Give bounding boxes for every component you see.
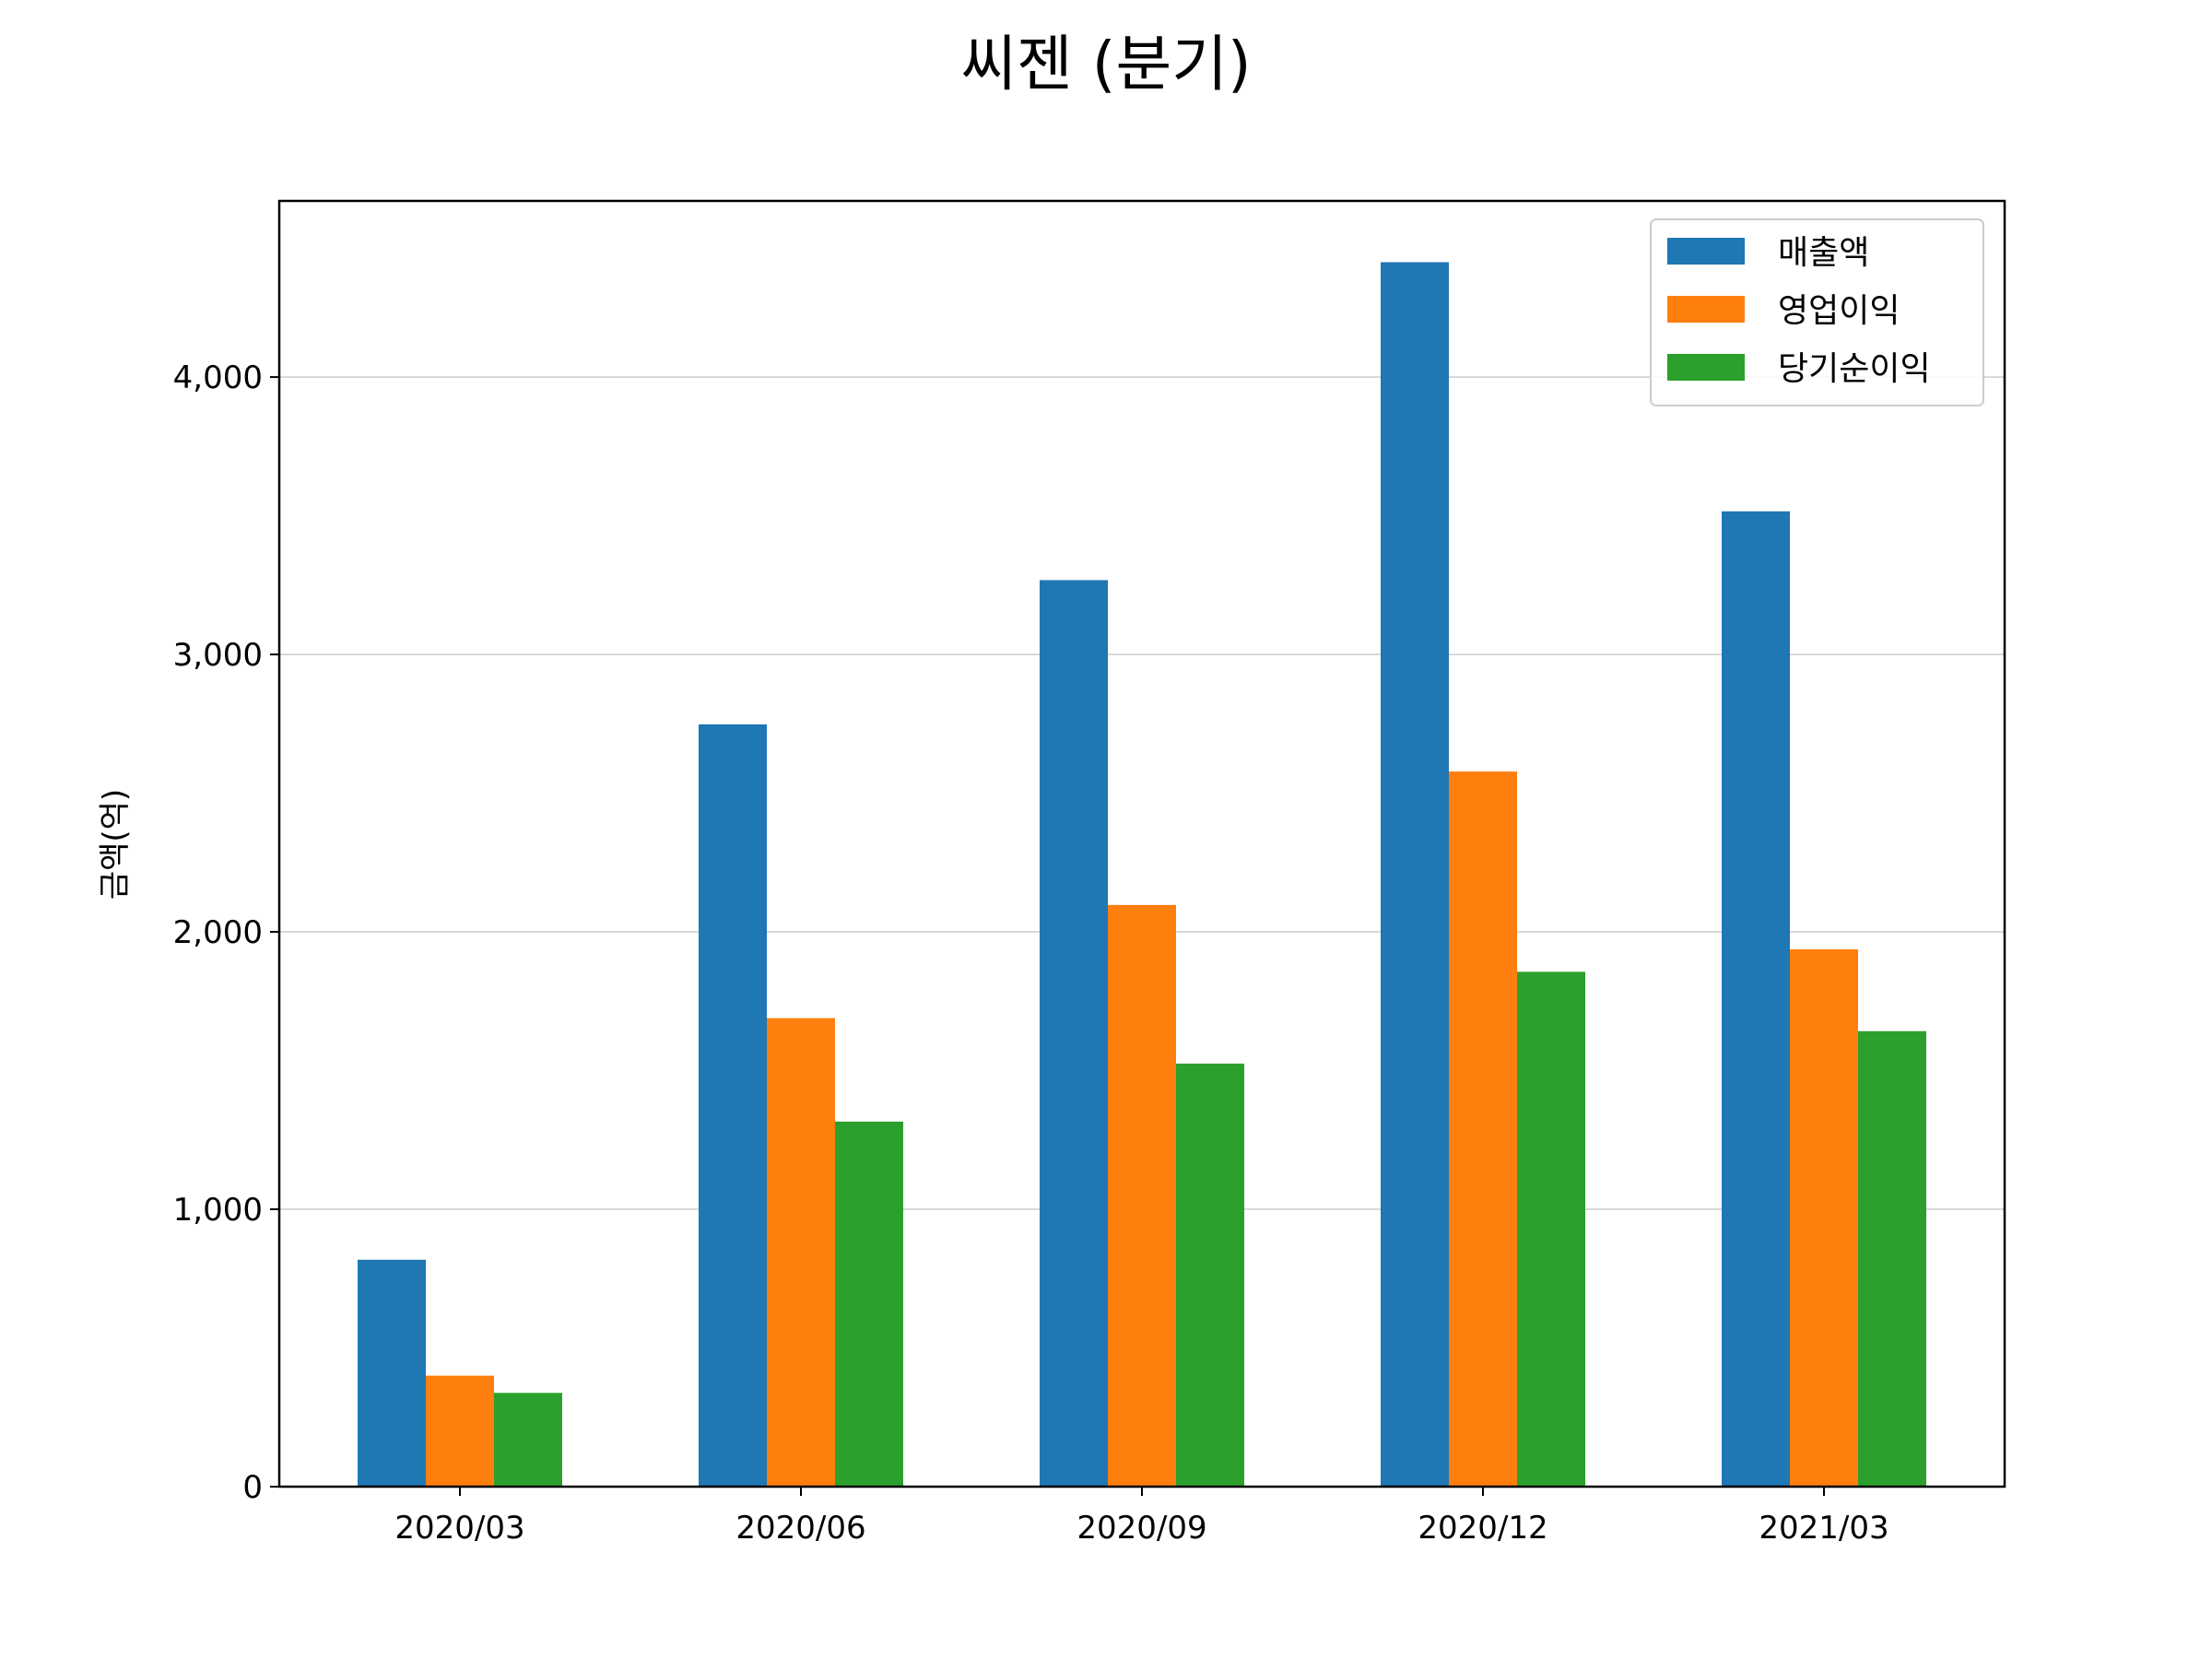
y-axis-label: 금액(억) — [97, 789, 134, 900]
y-tick-label: 2,000 — [173, 914, 263, 951]
x-tick-label: 2021/03 — [1759, 1510, 1888, 1547]
bar-1-2021-03 — [1722, 511, 1790, 1488]
bar-2-2020-06 — [767, 1018, 835, 1487]
y-tick-label: 4,000 — [173, 359, 263, 396]
legend-label: 매출액 — [1778, 234, 1869, 272]
legend-swatch — [1667, 296, 1745, 323]
bar-1-2020-06 — [699, 724, 767, 1487]
bar-2-2020-03 — [426, 1375, 494, 1487]
legend-swatch — [1667, 354, 1745, 381]
bar-3-2020-12 — [1517, 971, 1585, 1487]
bar-3-2020-09 — [1176, 1064, 1244, 1487]
bar-3-2021-03 — [1858, 1030, 1926, 1487]
x-tick-label: 2020/06 — [735, 1510, 865, 1547]
bar-2-2020-12 — [1449, 771, 1517, 1487]
bar-3-2020-06 — [835, 1121, 903, 1487]
y-tick-label: 0 — [242, 1469, 263, 1506]
bar-2-2020-09 — [1108, 904, 1176, 1487]
x-tick-label: 2020/03 — [394, 1510, 524, 1547]
bar-2-2021-03 — [1790, 949, 1858, 1487]
y-tick-label: 3,000 — [173, 637, 263, 674]
y-tick-label: 1,000 — [173, 1192, 263, 1229]
bar-1-2020-12 — [1381, 262, 1449, 1488]
bar-1-2020-09 — [1040, 580, 1108, 1487]
bars — [358, 262, 1926, 1488]
legend-swatch — [1667, 238, 1745, 265]
bar-3-2020-03 — [494, 1393, 562, 1487]
bar-1-2020-03 — [358, 1259, 426, 1487]
legend-label: 영업이익 — [1778, 292, 1900, 330]
x-tick-label: 2020/12 — [1418, 1510, 1547, 1547]
x-tick-label: 2020/09 — [1077, 1510, 1206, 1547]
axes: 0 1,000 2,000 3,000 4,000 2020/03 2020/06 2020/… — [173, 359, 1889, 1547]
chart-title: 씨젠 (분기) — [960, 29, 1251, 100]
legend-label: 당기순이익 — [1778, 350, 1931, 388]
